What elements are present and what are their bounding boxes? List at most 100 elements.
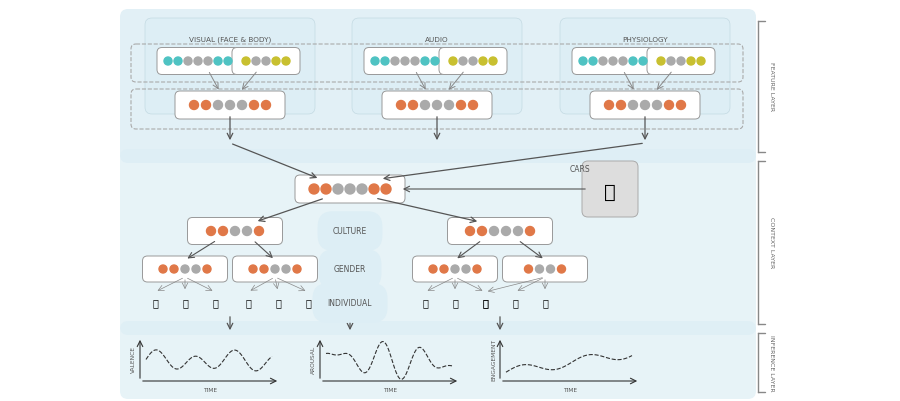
Text: 👧: 👧 [275, 297, 281, 307]
Circle shape [357, 184, 367, 194]
Circle shape [526, 227, 535, 236]
Circle shape [242, 227, 251, 236]
Circle shape [391, 58, 399, 66]
Text: INDIVIDUAL: INDIVIDUAL [328, 299, 373, 308]
Circle shape [431, 58, 439, 66]
Text: 🧒: 🧒 [422, 297, 427, 307]
Text: AUDIO: AUDIO [425, 37, 449, 43]
FancyBboxPatch shape [120, 321, 756, 399]
FancyBboxPatch shape [572, 49, 654, 75]
Circle shape [677, 58, 685, 66]
Text: PHYSIOLOGY: PHYSIOLOGY [622, 37, 668, 43]
Circle shape [451, 265, 459, 273]
Text: 👧: 👧 [305, 297, 310, 307]
Text: 👧: 👧 [482, 297, 488, 307]
Text: VISUAL (FACE & BODY): VISUAL (FACE & BODY) [189, 36, 271, 43]
Circle shape [667, 58, 675, 66]
FancyBboxPatch shape [295, 176, 405, 203]
Circle shape [525, 265, 533, 273]
Text: CONTEXT LAYER: CONTEXT LAYER [770, 217, 775, 268]
Circle shape [381, 184, 391, 194]
Circle shape [641, 101, 650, 110]
Circle shape [469, 101, 478, 110]
Text: 👩: 👩 [604, 182, 616, 201]
Circle shape [184, 58, 192, 66]
Circle shape [293, 265, 301, 273]
Text: 👧: 👧 [542, 297, 548, 307]
Circle shape [271, 265, 279, 273]
Circle shape [409, 101, 418, 110]
FancyBboxPatch shape [560, 19, 730, 115]
FancyBboxPatch shape [145, 19, 315, 115]
Circle shape [629, 58, 637, 66]
Circle shape [203, 265, 211, 273]
Circle shape [194, 58, 202, 66]
Circle shape [514, 227, 523, 236]
Circle shape [469, 58, 477, 66]
FancyBboxPatch shape [439, 49, 507, 75]
Circle shape [536, 265, 544, 273]
Circle shape [174, 58, 182, 66]
Circle shape [249, 265, 257, 273]
Circle shape [589, 58, 597, 66]
Circle shape [501, 227, 510, 236]
Circle shape [664, 101, 673, 110]
Circle shape [159, 265, 167, 273]
Circle shape [616, 101, 625, 110]
Circle shape [546, 265, 554, 273]
Text: 🧒: 🧒 [482, 297, 488, 307]
FancyBboxPatch shape [364, 49, 446, 75]
Circle shape [420, 101, 429, 110]
Circle shape [309, 184, 319, 194]
FancyBboxPatch shape [590, 92, 700, 120]
Circle shape [252, 58, 260, 66]
Circle shape [282, 265, 290, 273]
Circle shape [657, 58, 665, 66]
Circle shape [465, 227, 474, 236]
Circle shape [202, 101, 211, 110]
Text: 🧒: 🧒 [212, 297, 218, 307]
FancyBboxPatch shape [502, 256, 588, 282]
Circle shape [397, 101, 406, 110]
Circle shape [609, 58, 617, 66]
Circle shape [605, 101, 614, 110]
Circle shape [599, 58, 607, 66]
Text: 👧: 👧 [512, 297, 517, 307]
Circle shape [224, 58, 232, 66]
Circle shape [219, 227, 228, 236]
FancyBboxPatch shape [647, 49, 715, 75]
Circle shape [677, 101, 686, 110]
Circle shape [445, 101, 454, 110]
Circle shape [214, 58, 222, 66]
Text: 🧒: 🧒 [152, 297, 158, 307]
Circle shape [449, 58, 457, 66]
FancyBboxPatch shape [187, 218, 283, 245]
Circle shape [459, 58, 467, 66]
Circle shape [282, 58, 290, 66]
Circle shape [213, 101, 222, 110]
Circle shape [489, 58, 497, 66]
FancyBboxPatch shape [412, 256, 498, 282]
Text: GENDER: GENDER [334, 265, 366, 274]
Text: TIME: TIME [202, 387, 217, 392]
FancyBboxPatch shape [142, 256, 228, 282]
Circle shape [697, 58, 705, 66]
Circle shape [170, 265, 178, 273]
FancyBboxPatch shape [582, 162, 638, 217]
Text: 🧒: 🧒 [182, 297, 188, 307]
Circle shape [433, 101, 442, 110]
Circle shape [249, 101, 258, 110]
Circle shape [192, 265, 200, 273]
Text: CARS: CARS [570, 165, 590, 174]
Circle shape [579, 58, 587, 66]
Circle shape [639, 58, 647, 66]
Text: FEATURE LAYER: FEATURE LAYER [770, 62, 775, 111]
Circle shape [490, 227, 499, 236]
Circle shape [557, 265, 565, 273]
Text: 👧: 👧 [245, 297, 251, 307]
Circle shape [479, 58, 487, 66]
Circle shape [369, 184, 379, 194]
Text: INFERENCE LAYER: INFERENCE LAYER [770, 334, 775, 390]
Circle shape [473, 265, 481, 273]
FancyBboxPatch shape [120, 150, 756, 335]
